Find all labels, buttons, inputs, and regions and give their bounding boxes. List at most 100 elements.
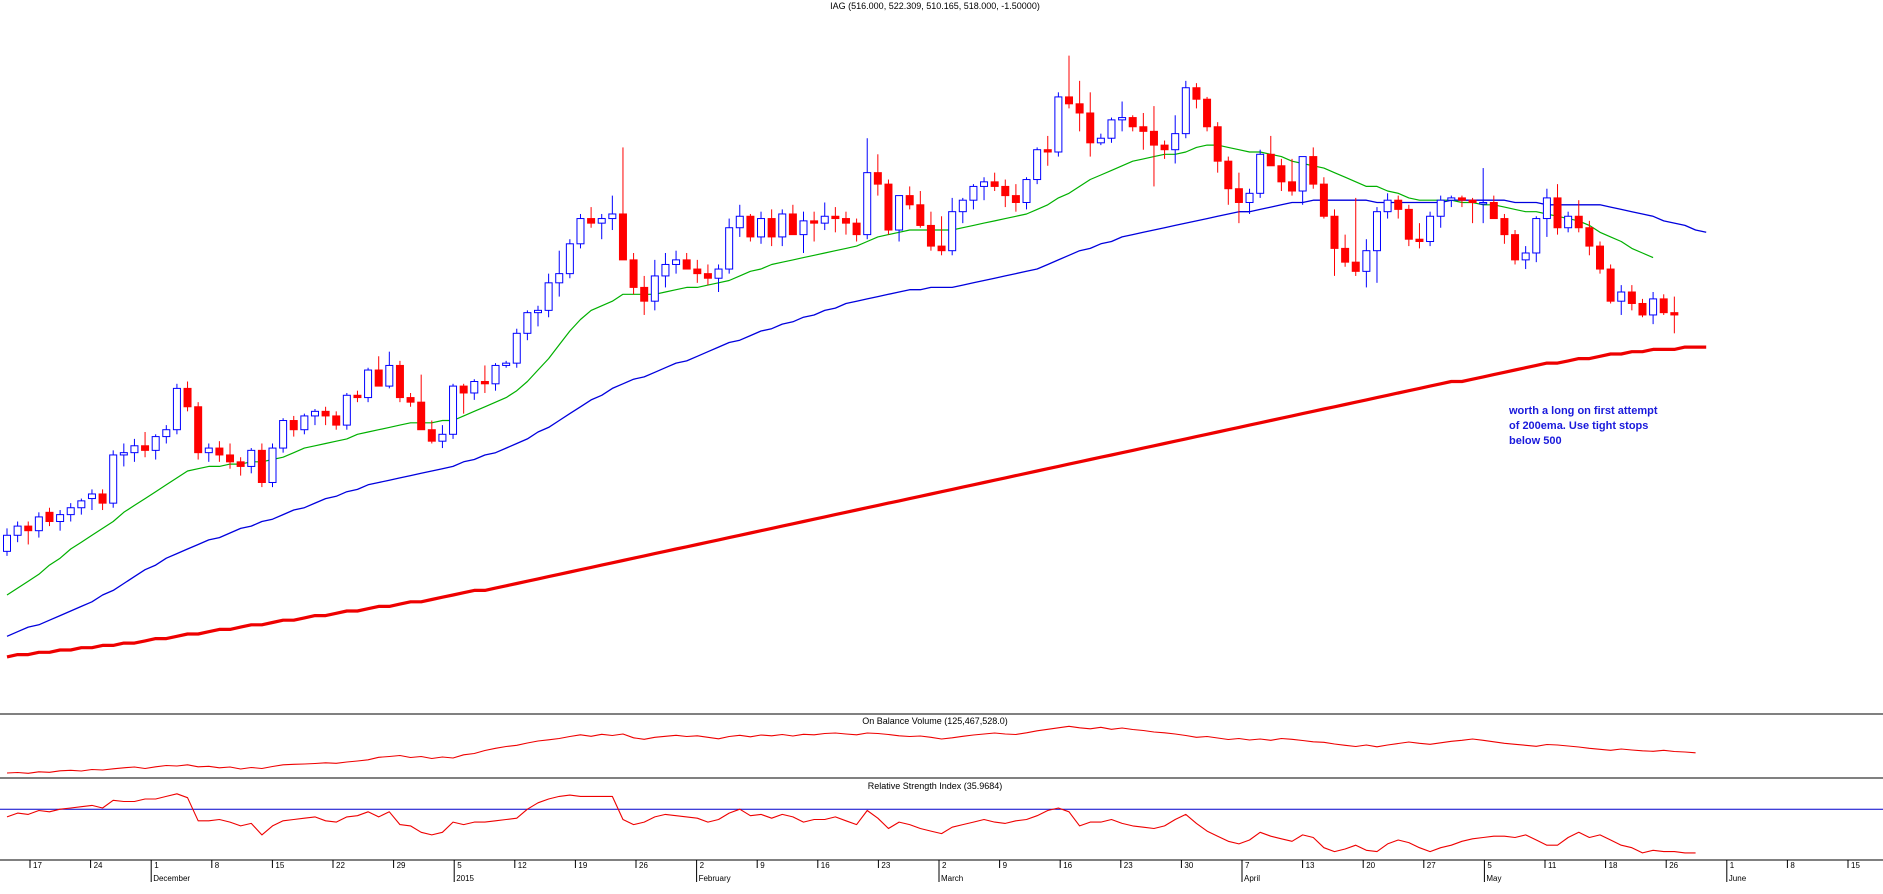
candle-body [661, 263, 670, 277]
candle-body [1670, 312, 1679, 316]
ema-fast-line [6, 144, 1654, 596]
candle-body [1319, 183, 1328, 217]
rsi-title: Relative Strength Index (35.9684) [868, 781, 1003, 791]
candle-body [969, 185, 978, 201]
x-day-label: 15 [275, 861, 284, 870]
x-month-label: April [1244, 874, 1260, 883]
candle-body [385, 364, 394, 387]
candle-body [109, 454, 118, 504]
x-day-label: 5 [1487, 861, 1492, 870]
candle-body [618, 213, 627, 261]
x-month-label: May [1486, 874, 1501, 883]
candle-body [1436, 199, 1445, 217]
x-month-label: June [1729, 874, 1747, 883]
candle-body [1192, 87, 1201, 100]
candle-body [1426, 215, 1435, 243]
candle-body [45, 511, 54, 523]
x-day-label: 18 [1609, 861, 1618, 870]
candle-body [757, 218, 766, 238]
candle-body [735, 215, 744, 229]
x-day-label: 23 [881, 861, 890, 870]
candle-body [587, 218, 596, 224]
x-day-label: 7 [1245, 861, 1250, 870]
candle-body [1224, 160, 1233, 190]
candle-body [1659, 298, 1668, 314]
candle-body [1372, 211, 1381, 252]
candle-body [714, 268, 723, 279]
candle-body [852, 222, 861, 236]
candle-body [438, 433, 447, 442]
candle-body [703, 273, 712, 279]
x-day-label: 1 [154, 861, 159, 870]
x-day-label: 8 [1790, 861, 1795, 870]
candle-body [236, 461, 245, 467]
candle-body [1564, 215, 1573, 229]
candle-body [1404, 208, 1413, 240]
candle-body [1234, 188, 1243, 203]
candle-body [1139, 126, 1148, 132]
candle-body [342, 394, 351, 426]
x-day-label: 11 [1548, 861, 1557, 870]
candle-body [34, 516, 43, 532]
candle-body [1489, 201, 1498, 220]
candle-body [1394, 199, 1403, 210]
candle-body [24, 525, 33, 532]
candle-body [98, 493, 107, 504]
candle-body [576, 218, 585, 245]
candle-body [1500, 218, 1509, 236]
candle-body [1277, 165, 1286, 183]
candle-body [470, 381, 479, 394]
candle-body [204, 447, 213, 454]
x-day-label: 8 [215, 861, 220, 870]
candle-body [119, 452, 128, 456]
rsi-panel [0, 793, 1883, 854]
x-day-label: 2 [700, 861, 705, 870]
x-day-label: 26 [639, 861, 648, 870]
candle-body [427, 429, 436, 442]
candle-body [810, 220, 819, 224]
x-day-label: 22 [336, 861, 345, 870]
candle-body [1033, 149, 1042, 181]
candle-body [226, 454, 235, 463]
candle-body [1054, 96, 1063, 153]
candle-body [544, 282, 553, 311]
candle-body [597, 218, 606, 224]
candle-body [640, 286, 649, 302]
x-day-label: 24 [94, 861, 103, 870]
candle-body [831, 215, 840, 220]
candle-body [1075, 103, 1084, 114]
candle-body [257, 449, 266, 483]
candle-body [926, 224, 935, 247]
x-month-label: December [153, 874, 190, 883]
x-day-label: 16 [821, 861, 830, 870]
candle-body [916, 204, 925, 226]
candle-body [608, 213, 617, 220]
candle-body [693, 268, 702, 275]
candle-body [1245, 192, 1254, 203]
candle-body [1532, 218, 1541, 254]
candle-body [841, 218, 850, 224]
candle-body [523, 312, 532, 334]
candle-body [130, 445, 139, 454]
candle-body [746, 215, 755, 238]
candle-body [1638, 302, 1647, 316]
x-day-label: 20 [1366, 861, 1375, 870]
x-day-label: 26 [1669, 861, 1678, 870]
candle-body [66, 507, 75, 516]
candle-body [512, 332, 521, 364]
candle-body [3, 534, 11, 552]
candle-body [1362, 250, 1371, 272]
candle-body [672, 259, 681, 265]
candle-body [1213, 126, 1222, 162]
candle-body [194, 406, 203, 454]
candle-body [1511, 234, 1520, 261]
x-day-label: 29 [397, 861, 406, 870]
candle-body [767, 218, 776, 238]
x-month-label: March [941, 874, 963, 883]
candle-body [1330, 215, 1339, 249]
candle-body [895, 195, 904, 231]
obv-title: On Balance Volume (125,467,528.0) [862, 716, 1008, 726]
candle-body [1298, 156, 1307, 192]
candle-body [1585, 227, 1594, 247]
